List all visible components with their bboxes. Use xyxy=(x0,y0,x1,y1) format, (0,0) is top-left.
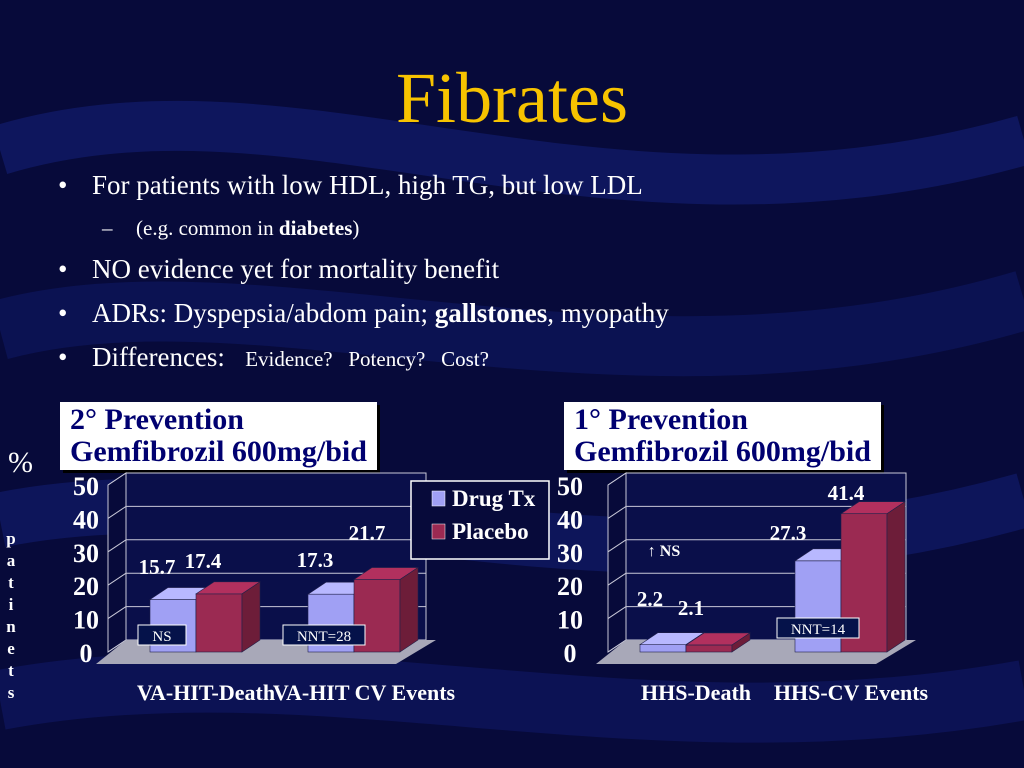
data-label: 2.2 xyxy=(637,587,663,611)
axis-letter: t xyxy=(8,573,14,592)
axis-letter: n xyxy=(6,617,16,636)
chart-group-1 xyxy=(596,472,916,664)
y-tick-label: 10 xyxy=(73,606,99,635)
gridline-side xyxy=(107,639,127,653)
dash-marker: – xyxy=(102,216,113,240)
data-label: 2.1 xyxy=(678,596,704,620)
bullet-text: ADRs: Dyspepsia/abdom pain; xyxy=(92,298,435,328)
chart-side-wall xyxy=(607,472,627,653)
bar-front xyxy=(195,593,243,653)
gridline-side xyxy=(107,606,127,620)
gridline-side xyxy=(107,572,127,586)
bullet-suffix: , myopathy xyxy=(547,298,669,328)
axis-letter: p xyxy=(6,529,16,548)
bullet-bold: gallstones xyxy=(434,298,548,328)
gridline-side xyxy=(107,505,127,519)
bar-side xyxy=(241,581,261,653)
x-category-label: HHS-Death xyxy=(641,680,751,705)
axis-letter: a xyxy=(6,551,16,570)
chart-title-box-secondary: 2° Prevention Gemfibrozil 600mg/bid xyxy=(60,402,377,470)
annotation-ns: NS xyxy=(152,629,171,645)
gridline-side xyxy=(607,606,627,620)
y-tick-label: 40 xyxy=(73,505,99,534)
bullet-text: NO evidence yet for mortality benefit xyxy=(92,254,500,284)
bar-front xyxy=(685,644,733,653)
bullet-dot: • xyxy=(58,170,68,200)
chart-subtitle-line: Gemfibrozil 600mg/bid xyxy=(574,435,871,468)
sub-bullet-text: (e.g. common in xyxy=(136,216,279,240)
gridline-side xyxy=(607,539,627,553)
data-label: 27.3 xyxy=(770,521,807,545)
bar-side xyxy=(399,566,419,653)
y-tick-label: 10 xyxy=(557,606,583,635)
annotation-up-ns: ↑ NS xyxy=(648,543,681,560)
data-label: 17.4 xyxy=(185,549,222,573)
annotation-ns-box xyxy=(137,624,187,646)
bar-side xyxy=(731,632,751,653)
gridline-side xyxy=(107,472,127,486)
sub-bullet-bold: diabetes xyxy=(278,216,353,240)
chart-subtitle-line: Gemfibrozil 600mg/bid xyxy=(70,435,367,468)
y-tick-label: 40 xyxy=(557,505,583,534)
data-label: 17.3 xyxy=(297,548,334,572)
x-category-label: VA-HIT-Death xyxy=(137,680,275,705)
axis-letter: e xyxy=(7,639,15,658)
bullet-small-text: Evidence? Potency? Cost? xyxy=(245,347,489,371)
axis-letter: t xyxy=(8,661,14,680)
bullet-dot: • xyxy=(58,254,68,284)
y-axis-vertical-label: p a t i n e t s xyxy=(4,528,18,704)
bar-front xyxy=(639,644,687,653)
x-category-label: HHS-CV Events xyxy=(774,680,929,705)
y-tick-label: 20 xyxy=(73,572,99,601)
bullet-dot: • xyxy=(58,342,68,372)
y-tick-label: 30 xyxy=(73,539,99,568)
bullet-dot: • xyxy=(58,298,68,328)
y-tick-label: 0 xyxy=(80,639,93,668)
gridline-side xyxy=(607,572,627,586)
axis-letter: i xyxy=(8,595,14,614)
chart-group-0 xyxy=(96,472,436,664)
legend-label: Drug Tx xyxy=(452,486,536,511)
slide-title: Fibrates xyxy=(396,58,628,138)
annotation-nnt28: NNT=28 xyxy=(297,629,351,645)
chart-side-wall xyxy=(107,472,127,653)
gridline-side xyxy=(607,639,627,653)
y-tick-label: 50 xyxy=(73,472,99,501)
gridline-side xyxy=(607,505,627,519)
chart-title-line: 1° Prevention xyxy=(574,403,748,436)
legend-label: Placebo xyxy=(452,519,529,544)
y-tick-label: 30 xyxy=(557,539,583,568)
y-axis-percent-symbol: % xyxy=(8,446,33,479)
bullet-text: For patients with low HDL, high TG, but … xyxy=(92,170,643,200)
data-label: 41.4 xyxy=(828,481,865,505)
y-tick-label: 50 xyxy=(557,472,583,501)
annotation-nnt14: NNT=14 xyxy=(791,622,846,638)
bar-side xyxy=(886,501,906,653)
x-category-label: VA-HIT CV Events xyxy=(273,680,456,705)
chart-title-line: 2° Prevention xyxy=(70,403,244,436)
gridline-side xyxy=(107,539,127,553)
y-tick-label: 20 xyxy=(557,572,583,601)
data-label: 21.7 xyxy=(349,521,386,545)
annotation-nnt14-box xyxy=(776,617,860,639)
axis-letter: s xyxy=(7,683,15,702)
annotation-nnt28-box xyxy=(282,624,366,646)
data-label: 15.7 xyxy=(139,555,176,579)
y-tick-label: 0 xyxy=(564,639,577,668)
gridline-side xyxy=(607,472,627,486)
legend-swatch xyxy=(431,523,446,540)
bullet-text: Differences: xyxy=(92,342,225,372)
legend-swatch xyxy=(431,490,446,507)
chart-title-box-primary: 1° Prevention Gemfibrozil 600mg/bid xyxy=(564,402,881,470)
sub-bullet-suffix: ) xyxy=(352,216,360,240)
